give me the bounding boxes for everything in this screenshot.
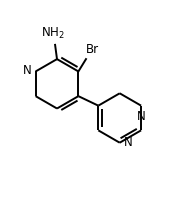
Text: Br: Br <box>86 43 99 56</box>
Text: N: N <box>137 110 146 123</box>
Text: N: N <box>124 136 133 149</box>
Text: NH$_2$: NH$_2$ <box>41 26 65 41</box>
Text: N: N <box>23 64 31 77</box>
